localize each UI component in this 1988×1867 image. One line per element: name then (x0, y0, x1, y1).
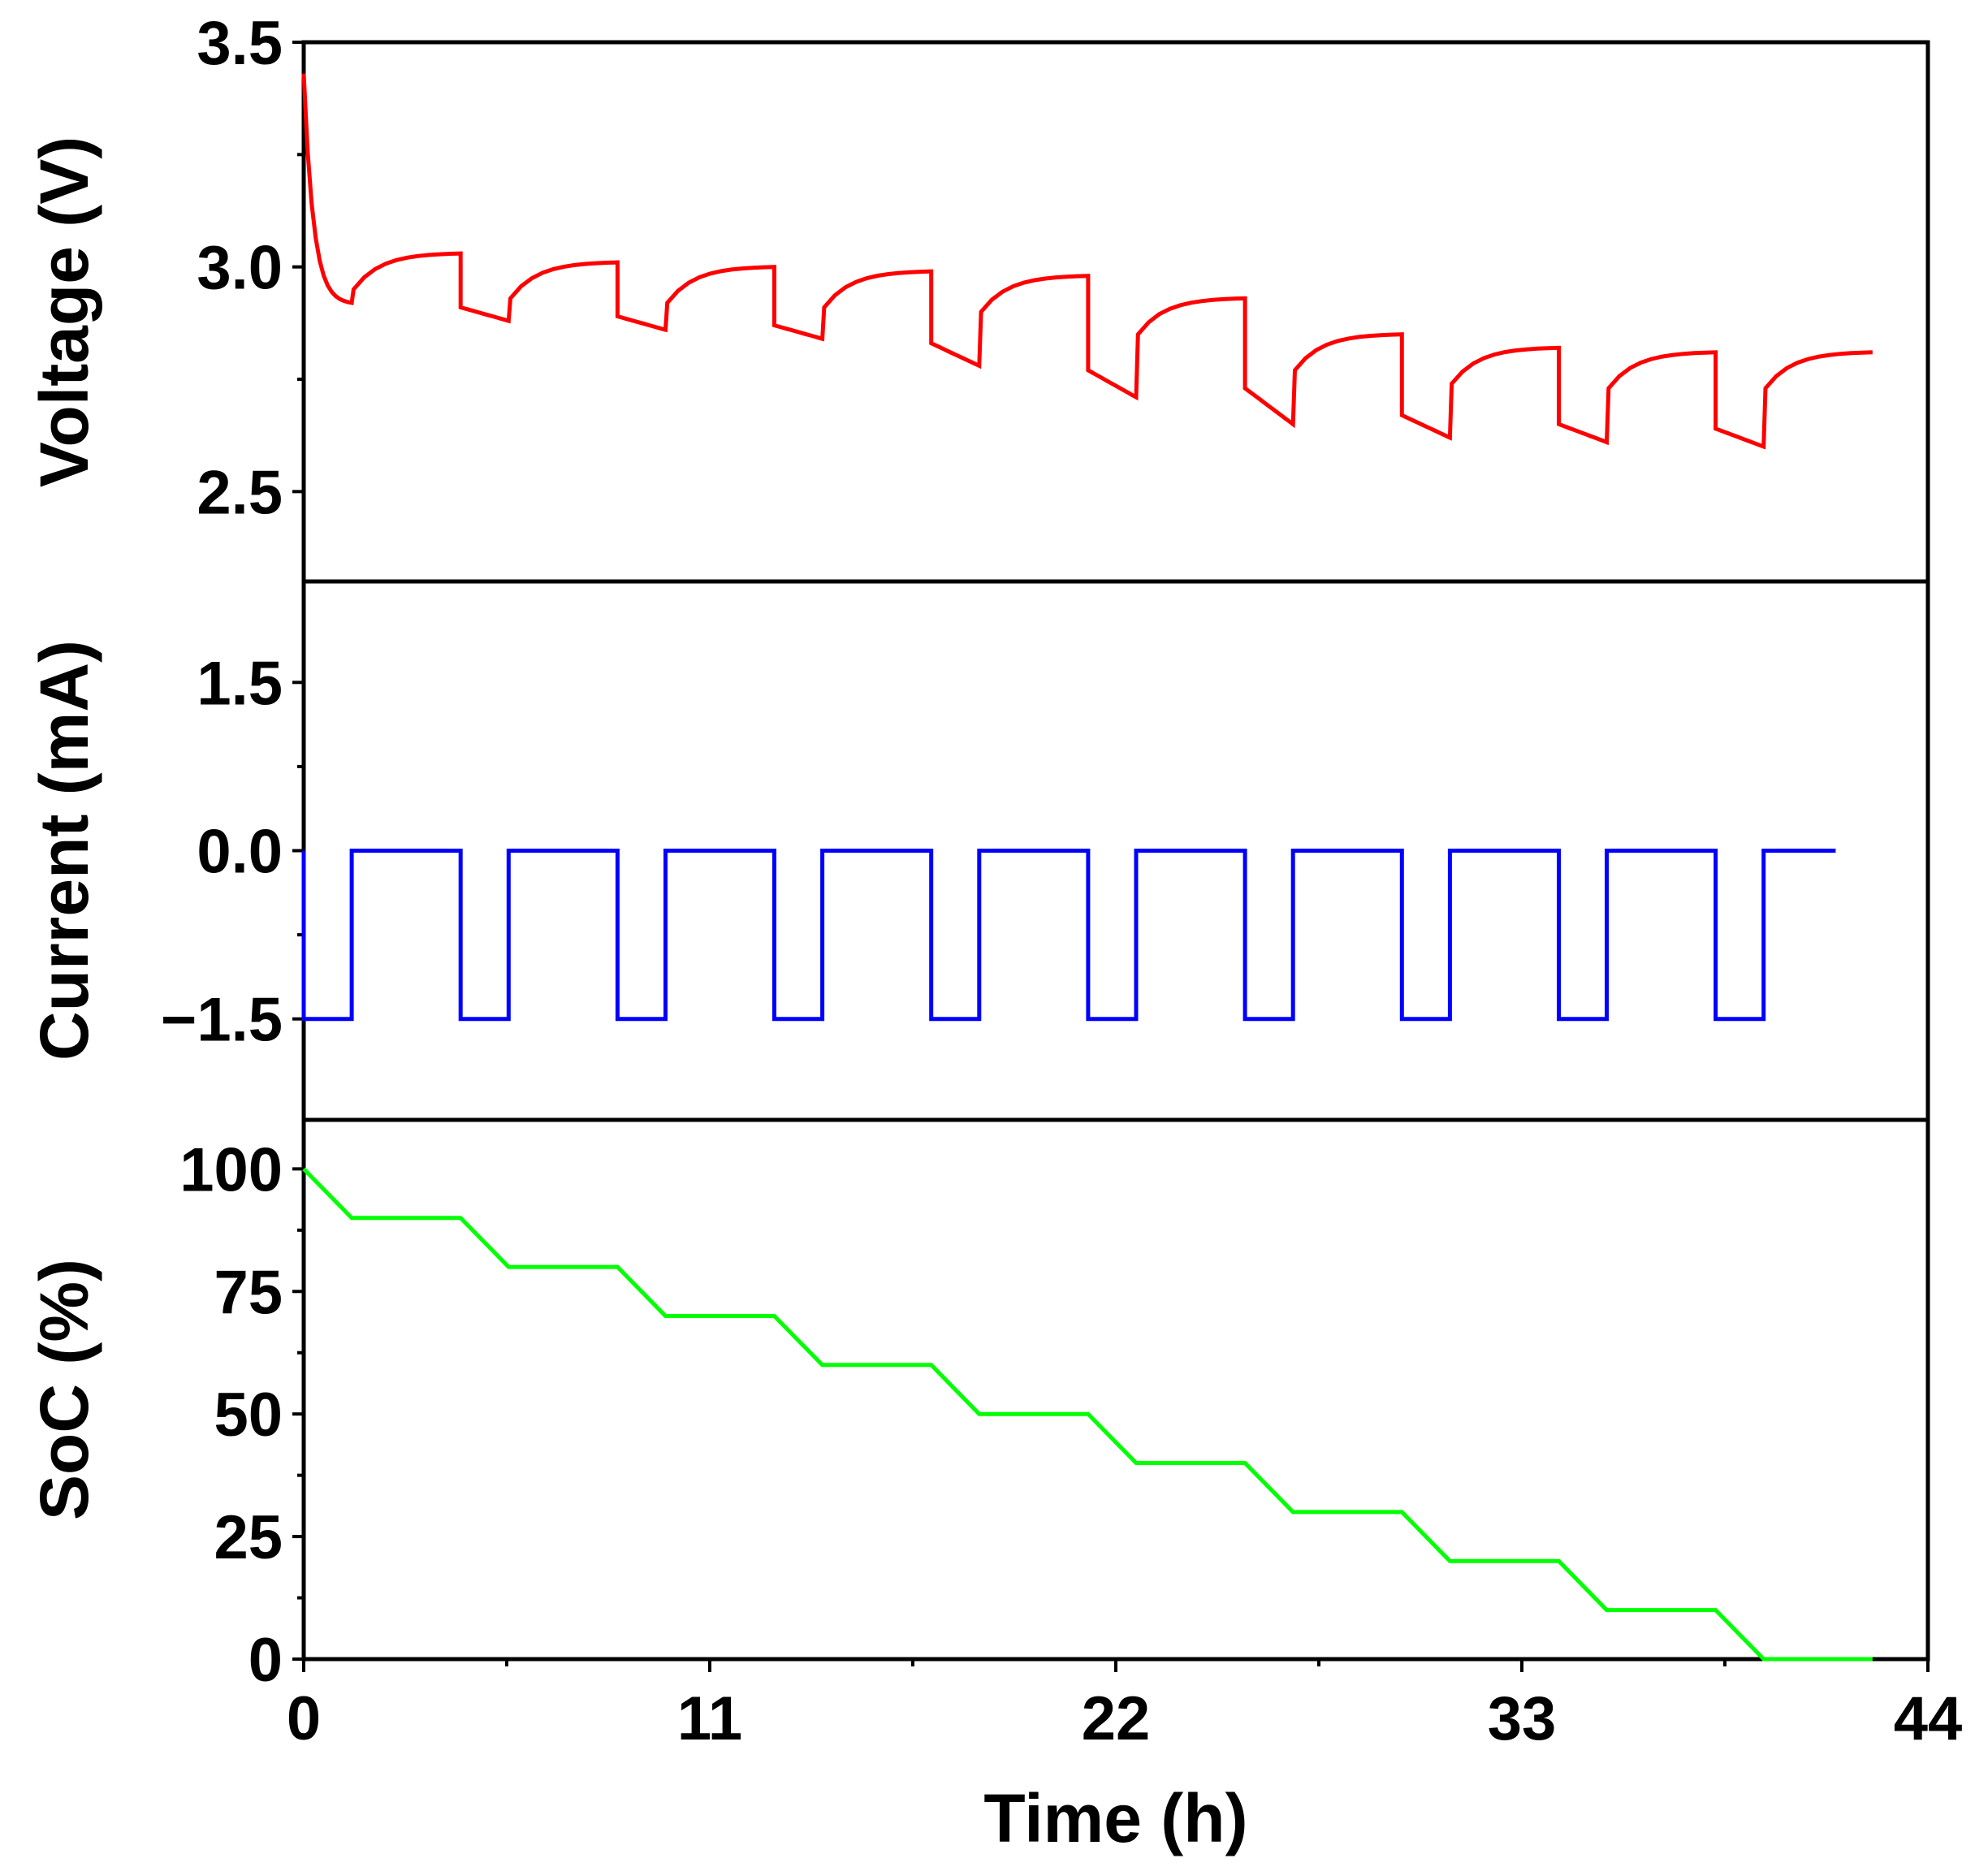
current-y-tick-labels: −1.5 0.0 1.5 (161, 649, 283, 1054)
x-axis-title: Time (h) (983, 1780, 1247, 1856)
voltage-plot-frame (301, 40, 1930, 584)
voltage-y-tick-label: 3.5 (197, 9, 283, 78)
x-tick-label: 0 (287, 1684, 321, 1753)
soc-y-tick-label: 25 (214, 1503, 283, 1572)
soc-y-tick-label: 100 (179, 1135, 283, 1204)
x-tick-label: 11 (677, 1684, 742, 1753)
soc-y-tick-labels: 0 25 50 75 100 (179, 1135, 283, 1695)
soc-y-tick-label: 0 (248, 1626, 283, 1695)
current-axis-title: Current (mA) (26, 640, 102, 1061)
voltage-y-ticks (292, 41, 304, 494)
x-axis-tick-labels: 0 11 22 33 44 (287, 1684, 1962, 1753)
voltage-y-tick-labels: 2.5 3.0 3.5 (197, 9, 283, 527)
current-y-tick-label: 0.0 (197, 818, 283, 887)
soc-axis-title: SoC (%) (26, 1259, 102, 1520)
current-y-tick-label: 1.5 (197, 649, 283, 718)
x-axis-ticks (302, 1659, 1930, 1672)
voltage-axis-title: Voltage (V) (26, 136, 102, 487)
current-y-tick-label: −1.5 (161, 986, 283, 1055)
voltage-panel: 2.5 3.0 3.5 Voltage (V) (26, 9, 1930, 584)
soc-line (302, 1167, 1873, 1662)
current-panel: −1.5 0.0 1.5 Current (mA) (26, 579, 1930, 1122)
current-line (301, 849, 1836, 1022)
soc-y-tick-label: 50 (214, 1381, 283, 1450)
voltage-y-tick-label: 2.5 (197, 458, 283, 527)
voltage-y-tick-label: 3.0 (197, 234, 283, 303)
x-tick-label: 22 (1082, 1684, 1151, 1753)
soc-y-tick-label: 75 (214, 1258, 283, 1327)
soc-y-ticks (292, 1167, 304, 1661)
soc-panel: 0 25 50 75 100 SoC (%) (26, 1117, 1930, 1695)
x-tick-label: 44 (1894, 1684, 1963, 1753)
x-tick-label: 33 (1488, 1684, 1557, 1753)
soc-plot-frame (301, 1117, 1930, 1662)
voltage-line (301, 73, 1873, 450)
